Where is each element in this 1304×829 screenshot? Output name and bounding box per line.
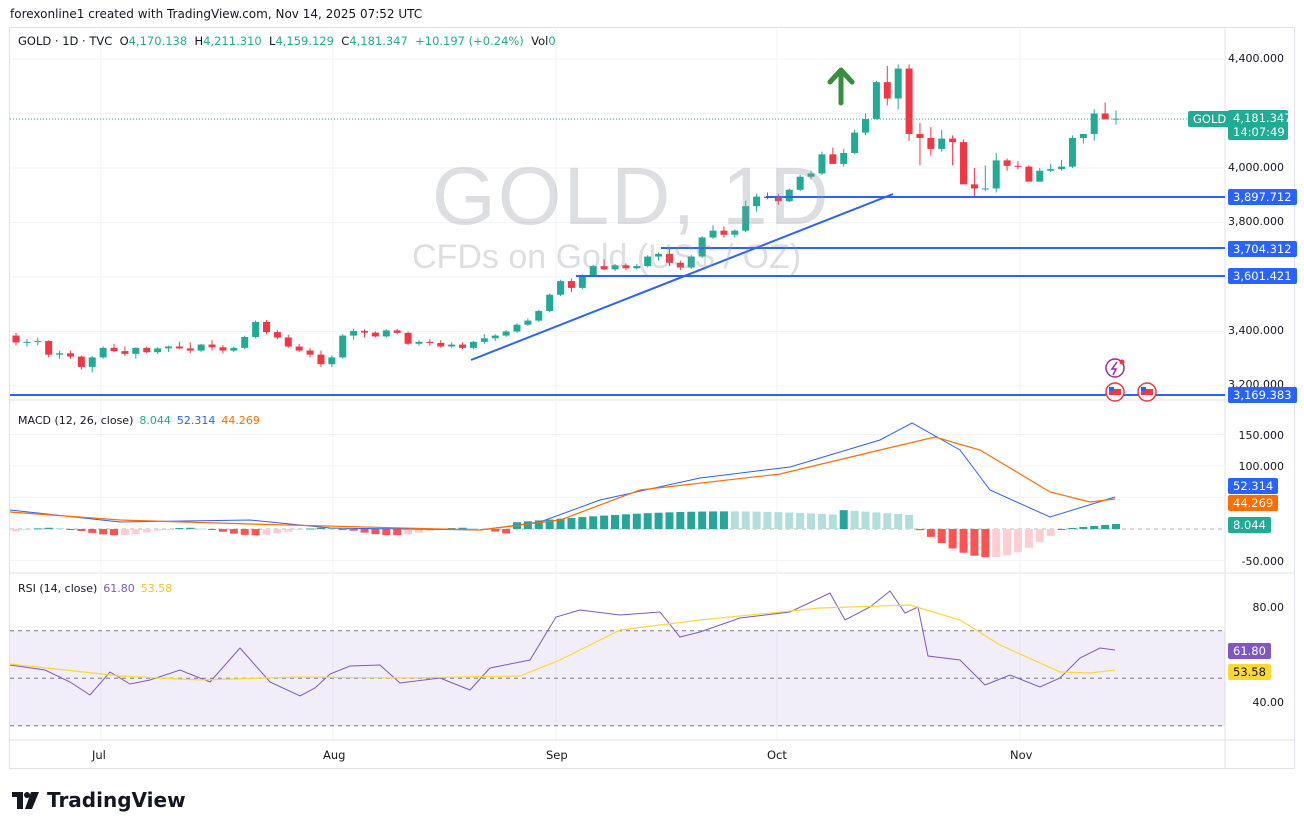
macd-title: MACD (12, 26, close) — [18, 414, 134, 427]
tradingview-logo-icon — [12, 791, 39, 809]
symbol-price-tag: GOLD — [1188, 111, 1232, 127]
time-label: Nov — [1010, 748, 1033, 762]
time-label: Sep — [546, 748, 568, 762]
level-tag: 3,897.712 — [1228, 189, 1297, 205]
rsi-tick: 40.00 — [1252, 696, 1285, 709]
time-label: Jul — [92, 748, 106, 762]
rsi-tick: 80.00 — [1252, 601, 1285, 614]
open-label: O — [119, 34, 129, 48]
macd-tick: 100.000 — [1238, 460, 1285, 473]
last-price-tag: 4,181.347 14:07:49 — [1228, 110, 1292, 140]
level-tag: 3,169.383 — [1228, 387, 1297, 403]
macd-hist-tag: 8.044 — [1228, 517, 1271, 533]
time-label: Oct — [767, 748, 787, 762]
macd-signal-value: 44.269 — [221, 414, 260, 427]
chart-credit: forexonline1 created with TradingView.co… — [10, 7, 423, 21]
rsi-value: 61.80 — [103, 582, 135, 595]
macd-line-value: 52.314 — [176, 414, 216, 427]
macd-hist-value: 8.044 — [139, 414, 171, 427]
price-tick: 3,400.000 — [1228, 324, 1284, 337]
symbol-label[interactable]: GOLD · 1D · TVC — [18, 34, 113, 48]
rsi-ma-value: 53.58 — [140, 582, 173, 595]
time-label: Aug — [323, 748, 346, 762]
watermark-title: GOLD, 1D — [432, 151, 831, 242]
high-label: H — [194, 34, 204, 48]
change-value: +10.197 (+0.24%) — [415, 34, 524, 48]
low-label: L — [268, 34, 276, 48]
volume-label: Vol — [531, 34, 549, 48]
low-value: 4,159.129 — [275, 34, 334, 48]
macd-tick: -50.000 — [1241, 555, 1284, 568]
high-value: 4,211.310 — [203, 34, 262, 48]
open-value: 4,170.138 — [128, 34, 188, 48]
rsi-legend[interactable]: RSI (14, close) 61.80 53.58 — [18, 582, 178, 595]
rsi-tag: 61.80 — [1228, 643, 1271, 659]
close-label: C — [341, 34, 350, 48]
price-tick: 4,000.000 — [1228, 161, 1284, 174]
price-tick: 4,400.000 — [1228, 52, 1284, 65]
rsi-title: RSI (14, close) — [18, 582, 98, 595]
macd-signal-tag: 44.269 — [1228, 495, 1279, 511]
ohlc-legend: GOLD · 1D · TVC O4,170.138 H4,211.310 L4… — [18, 34, 556, 48]
macd-line-tag: 52.314 — [1228, 478, 1279, 494]
bar-countdown: 14:07:49 — [1233, 125, 1285, 139]
close-value: 4,181.347 — [349, 34, 408, 48]
watermark-subtitle: CFDs on Gold (US$ / OZ) — [412, 238, 802, 276]
macd-tick: 150.000 — [1238, 429, 1285, 442]
rsi-ma-tag: 53.58 — [1228, 664, 1271, 680]
level-tag: 3,601.421 — [1228, 268, 1297, 284]
level-tag: 3,704.312 — [1228, 241, 1297, 257]
tradingview-logo[interactable]: TradingView — [12, 788, 186, 812]
macd-legend[interactable]: MACD (12, 26, close) 8.044 52.314 44.269 — [18, 414, 266, 427]
volume-value: 0 — [548, 34, 556, 48]
brand-name: TradingView — [47, 788, 186, 812]
price-tick: 3,800.000 — [1228, 215, 1284, 228]
last-price: 4,181.347 — [1233, 111, 1292, 125]
